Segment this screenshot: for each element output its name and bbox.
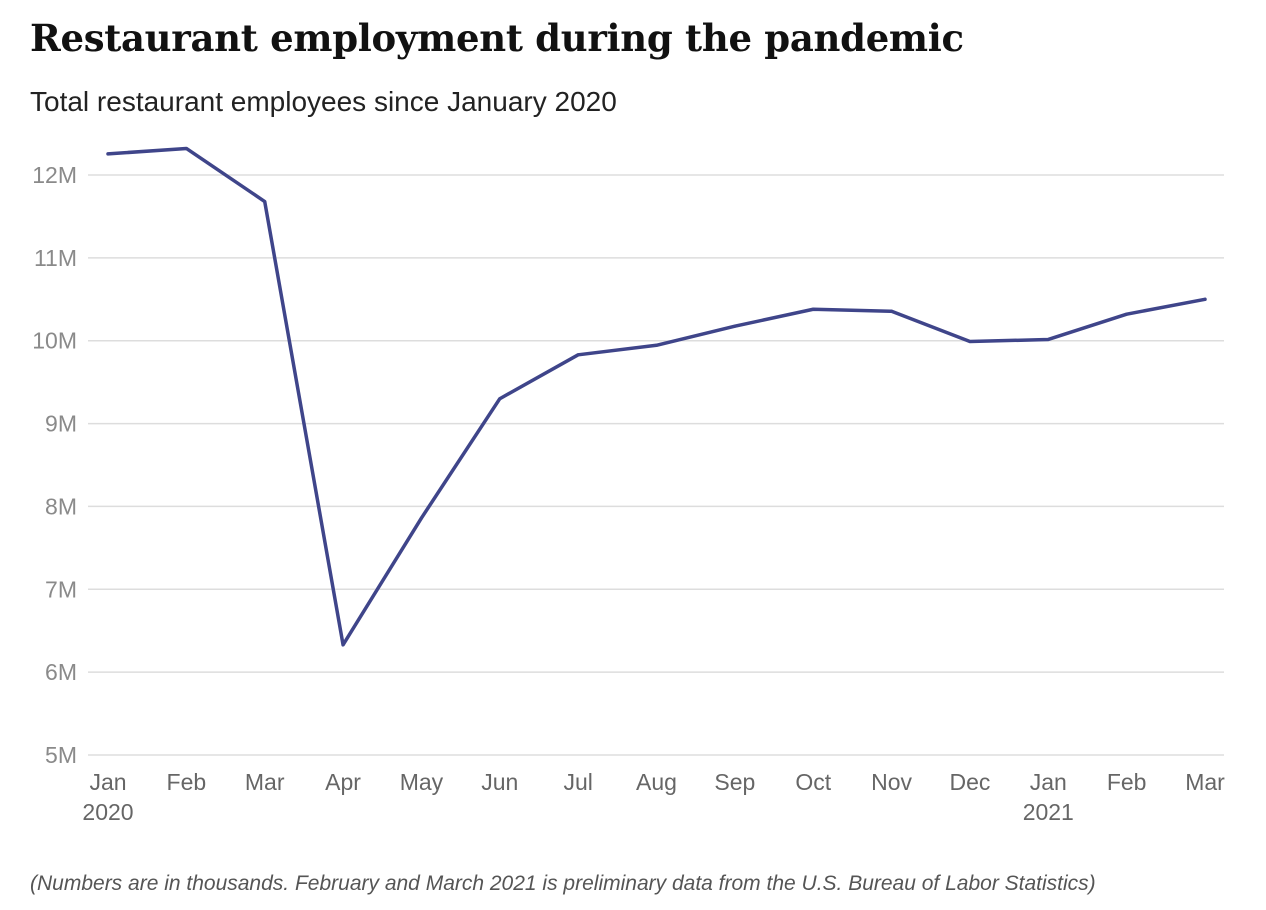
y-tick-label: 7M [45,576,77,602]
data-point [1203,297,1207,301]
x-year-label: 2020 [82,799,133,825]
data-point [968,340,972,344]
data-point [890,309,894,313]
data-point [341,643,345,647]
line-chart: 5M 6M 7M 8M 9M 10M 11M 12M Jan Feb Mar Apr May Jun Ju… [32,146,1225,825]
x-tick-label: Aug [636,769,677,795]
data-point [576,353,580,357]
x-tick-label: Feb [1107,769,1147,795]
x-tick-label: Jan [89,769,126,795]
x-tick-label: Nov [871,769,912,795]
data-point [733,324,737,328]
data-point [655,343,658,347]
y-tick-label: 8M [45,493,77,519]
data-point [1125,312,1129,316]
data-point [419,516,423,520]
data-point [184,146,188,150]
x-tick-label: Jul [563,769,592,795]
data-point [106,152,110,156]
x-tick-label: May [400,769,444,795]
x-tick-label: Jun [481,769,518,795]
y-tick-label: 12M [32,162,77,188]
x-tick-label: Apr [325,769,361,795]
y-tick-label: 5M [45,742,77,768]
data-point [498,397,502,401]
footnote: (Numbers are in thousands. February and … [30,872,1096,895]
series-line [106,146,1207,647]
x-axis-ticks: Jan Feb Mar Apr May Jun Jul Aug Sep Oct Nov Dec Jan F… [82,769,1225,825]
y-tick-label: 10M [32,328,77,354]
x-tick-label: Feb [167,769,207,795]
chart-title: Restaurant employment during the pandemi… [30,16,964,60]
chart-subtitle: Total restaurant employees since January… [30,86,617,117]
y-axis-ticks: 5M 6M 7M 8M 9M 10M 11M 12M [32,162,77,768]
x-tick-label: Oct [795,769,831,795]
x-tick-label: Dec [949,769,990,795]
x-tick-label: Mar [1185,769,1225,795]
x-tick-label: Mar [245,769,285,795]
data-point [1046,337,1050,341]
x-tick-label: Jan [1030,769,1067,795]
y-tick-label: 11M [34,245,77,271]
x-tick-label: Sep [714,769,755,795]
gridlines [88,174,1224,756]
y-tick-label: 6M [45,659,77,685]
series-group [106,146,1207,647]
data-point [263,200,267,204]
data-point [811,307,815,311]
x-year-label: 2021 [1023,799,1074,825]
y-tick-label: 9M [45,411,77,437]
